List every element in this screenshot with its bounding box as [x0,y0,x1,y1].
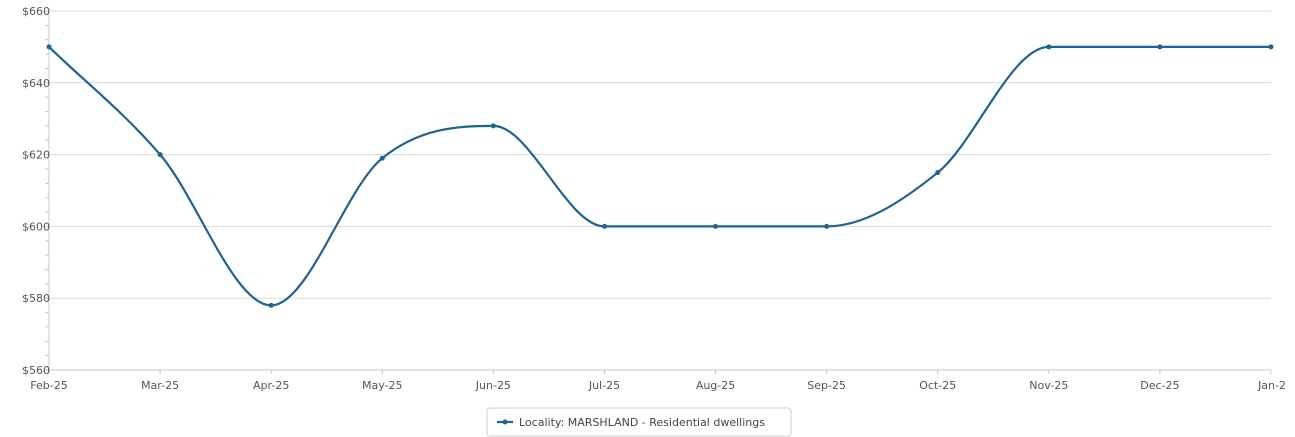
y-tick-label: $600 [22,220,50,233]
axes [45,10,1272,374]
data-point[interactable] [935,170,941,176]
data-point[interactable] [157,152,163,158]
data-point[interactable] [824,223,830,229]
y-tick-label: $620 [22,149,50,162]
data-point[interactable] [713,223,719,229]
series-line [48,45,1271,307]
x-axis-tick-labels: Feb-25 Mar-25 Apr-25 May-25 Jun-25 Jul-25 Aug-… [30,379,1286,392]
x-tick-label: Jun-25 [475,379,511,392]
x-tick-label: Nov-25 [1029,379,1068,392]
y-tick-label: $560 [22,364,50,377]
x-tick-label: Sep-25 [807,379,846,392]
x-tick-label: Feb-25 [30,379,67,392]
data-point[interactable] [1157,44,1163,50]
data-point[interactable] [379,155,385,161]
x-tick-label: Jul-25 [588,379,620,392]
y-tick-label: $580 [22,292,50,305]
series-group [46,44,1274,308]
grid-lines [49,10,1271,299]
data-point[interactable] [490,123,496,129]
y-tick-label: $640 [22,77,50,90]
x-tick-label: Aug-25 [696,379,735,392]
legend-label: Locality: MARSHLAND - Residential dwelli… [519,416,765,429]
data-point[interactable] [601,223,607,229]
x-tick-label: Dec-25 [1140,379,1179,392]
data-point[interactable] [268,302,274,308]
x-tick-label: Oct-25 [919,379,956,392]
data-point[interactable] [1046,44,1052,50]
x-tick-label: May-25 [362,379,403,392]
legend-swatch-marker [502,419,508,425]
y-axis-tick-labels: $560 $580 $600 $620 $640 $660 [22,5,50,377]
legend[interactable]: Locality: MARSHLAND - Residential dwelli… [486,407,792,437]
x-tick-label: Jan-2 [1257,379,1286,392]
x-tick-label: Mar-25 [141,379,179,392]
data-point[interactable] [46,44,52,50]
x-tick-label: Apr-25 [253,379,289,392]
data-point[interactable] [1268,44,1274,50]
legend-box [486,407,792,437]
y-tick-label: $660 [22,5,50,18]
